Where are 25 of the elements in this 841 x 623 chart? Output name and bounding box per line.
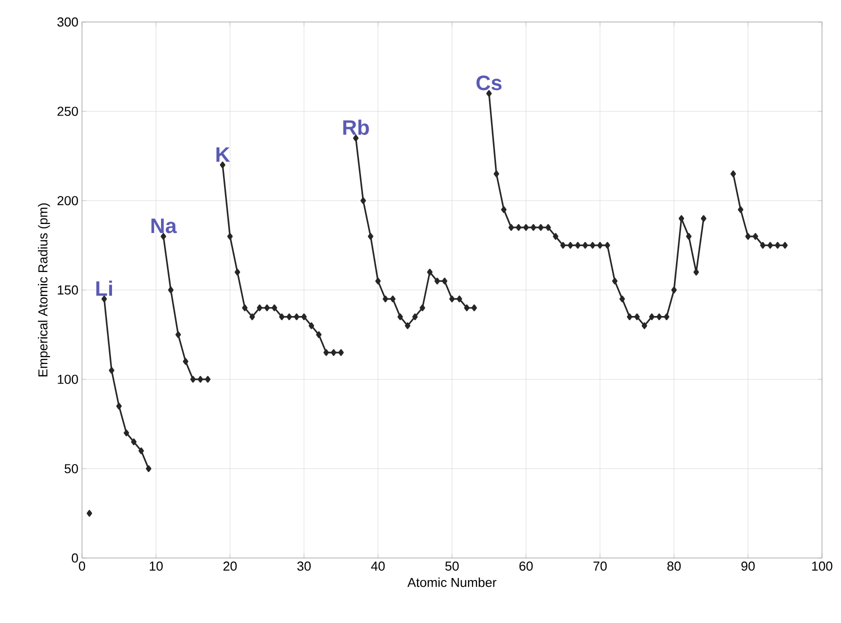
annotation: Cs xyxy=(476,75,502,90)
x-tick-label: 80 xyxy=(667,562,681,571)
x-tick-label: 40 xyxy=(371,562,385,571)
annotation: Rb xyxy=(343,120,369,135)
y-tick-label: 250 xyxy=(58,106,78,116)
x-tick-label: 20 xyxy=(223,562,237,571)
x-tick-label: 70 xyxy=(593,562,607,571)
y-tick-label: 50 xyxy=(64,464,78,474)
x-axis-title: Atomic Number xyxy=(407,578,496,588)
x-tick-label: 60 xyxy=(519,562,533,571)
x-tick-label: 100 xyxy=(812,562,832,571)
y-tick-label: 300 xyxy=(57,17,78,27)
y-tick-label: 100 xyxy=(58,374,78,384)
y-axis-title: Emperical Atomic Radius (pm) xyxy=(38,203,50,376)
x-tick-label: 10 xyxy=(150,562,163,571)
y-tick-label: 150 xyxy=(58,285,78,295)
annotation: K xyxy=(216,147,230,162)
x-tick-label: 50 xyxy=(445,562,459,571)
annotation: Na xyxy=(151,218,177,234)
y-tick-label: 0 xyxy=(72,553,78,563)
x-tick-label: 0 xyxy=(78,562,86,571)
y-tick-label: 200 xyxy=(58,196,78,206)
x-tick-label: 30 xyxy=(297,562,311,571)
x-tick-label: 90 xyxy=(741,562,755,571)
annotation: Li xyxy=(96,280,112,296)
